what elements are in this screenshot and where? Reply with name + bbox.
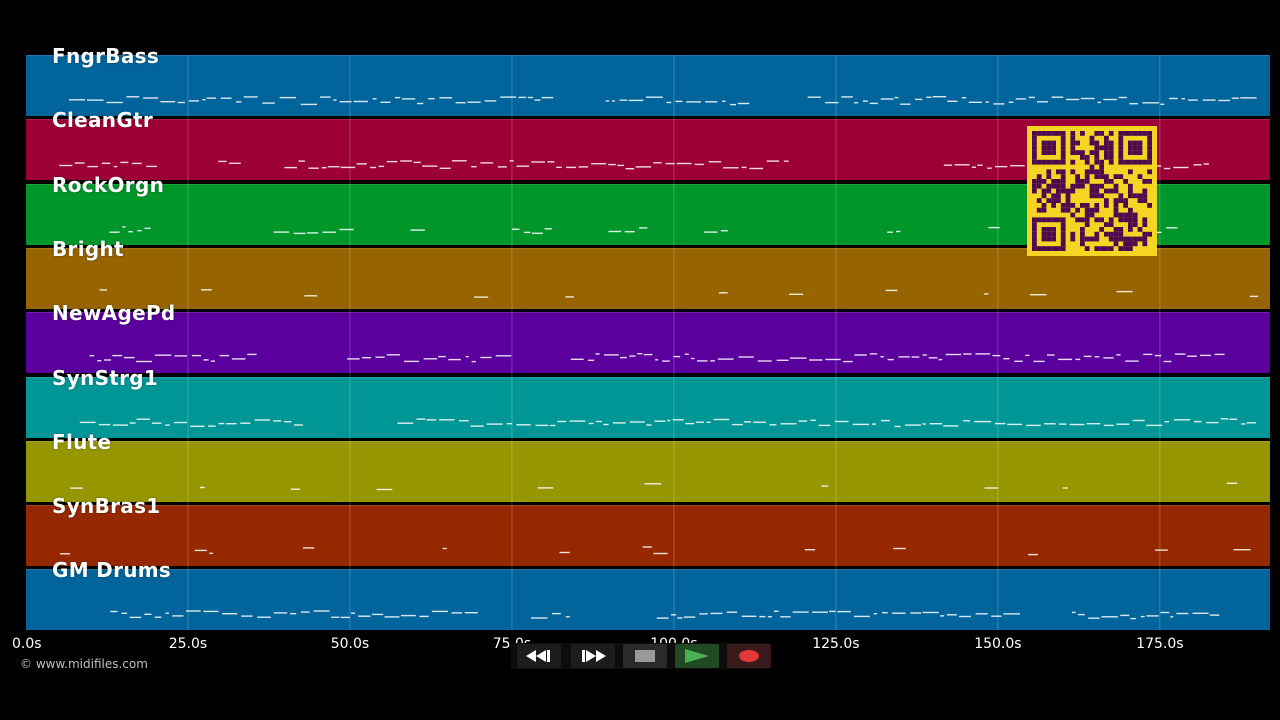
track-name: NewAgePd <box>52 301 176 325</box>
time-tick-label: 0.0s <box>12 636 42 652</box>
stop-button[interactable] <box>623 644 667 668</box>
track-name: FngrBass <box>52 44 160 68</box>
time-tick-label: 50.0s <box>330 636 370 652</box>
track-lane: Bright <box>26 237 1270 309</box>
record-icon <box>739 650 759 662</box>
fast-forward-icon <box>582 650 606 662</box>
play-icon <box>685 649 709 663</box>
note-pattern <box>89 353 1225 363</box>
time-tick-label: 125.0s <box>812 636 860 652</box>
note-pattern <box>70 482 1237 491</box>
play-button[interactable] <box>675 644 719 668</box>
rewind-button[interactable] <box>517 644 561 668</box>
note-pattern <box>69 96 1257 106</box>
time-tick-label: 25.0s <box>168 636 208 652</box>
track-name: Bright <box>52 237 124 261</box>
track-name: CleanGtr <box>52 108 154 132</box>
track-lane: GM Drums <box>26 558 1270 630</box>
transport-controls <box>511 643 771 669</box>
fast-forward-button[interactable] <box>571 644 615 668</box>
note-pattern <box>60 546 1251 556</box>
track-lane: Flute <box>26 430 1270 502</box>
track-lane: FngrBass <box>26 44 1270 116</box>
track-name: GM Drums <box>52 558 172 582</box>
note-pattern <box>99 289 1259 298</box>
track-name: RockOrgn <box>52 173 165 197</box>
track-name: SynStrg1 <box>52 366 159 390</box>
qr-code <box>1027 126 1157 256</box>
time-tick-label: 150.0s <box>974 636 1022 652</box>
record-button[interactable] <box>727 644 771 668</box>
track-lane: NewAgePd <box>26 301 1270 373</box>
track-name: SynBras1 <box>52 494 161 518</box>
track-lane: SynStrg1 <box>26 366 1270 438</box>
time-tick-label: 175.0s <box>1136 636 1184 652</box>
stop-icon <box>635 650 655 662</box>
track-lane: SynBras1 <box>26 494 1270 566</box>
rewind-icon <box>526 650 550 662</box>
note-pattern <box>79 418 1256 428</box>
copyright-text: © www.midifiles.com <box>20 657 148 671</box>
track-name: Flute <box>52 430 112 454</box>
note-pattern <box>110 610 1220 620</box>
